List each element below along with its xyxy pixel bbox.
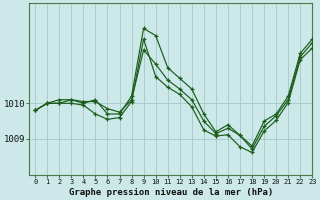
X-axis label: Graphe pression niveau de la mer (hPa): Graphe pression niveau de la mer (hPa) — [68, 188, 273, 197]
